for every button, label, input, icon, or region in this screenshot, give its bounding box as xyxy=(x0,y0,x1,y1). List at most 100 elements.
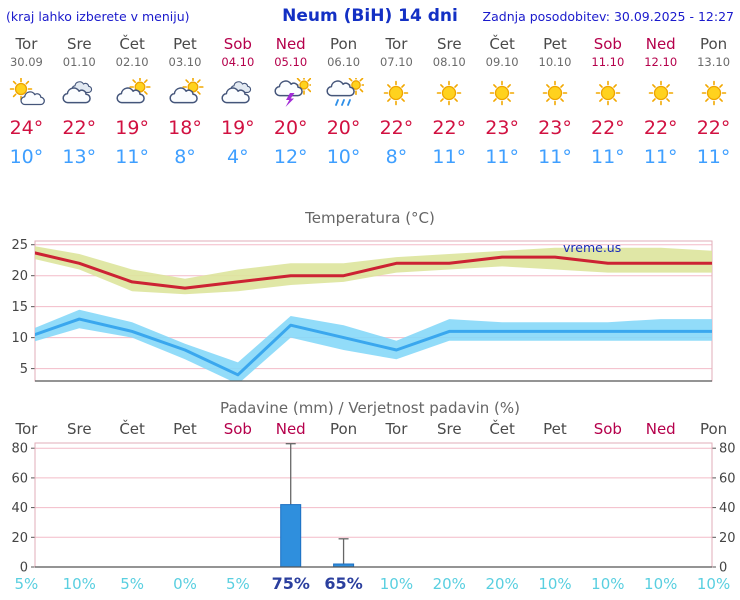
day-date: 11.10 xyxy=(591,55,625,69)
precip-probability: 10% xyxy=(644,575,678,593)
svg-text:25: 25 xyxy=(11,238,28,253)
svg-text:40: 40 xyxy=(719,501,736,516)
precip-day-labels-row: Tor Sre Čet Pet Sob Ned Pon Tor Sre Čet Pet Sob Ned P… xyxy=(0,419,740,439)
max-temperature: 20° xyxy=(326,117,361,139)
day-name: Sob xyxy=(593,35,622,53)
min-temperature: 11° xyxy=(591,146,625,168)
day-name: Sre xyxy=(436,35,462,53)
cloudy-icon xyxy=(211,78,264,108)
max-temperature: 23° xyxy=(485,117,519,139)
max-temperature: 22° xyxy=(696,117,731,139)
svg-text:20: 20 xyxy=(719,531,736,546)
day-column[interactable]: Pet 10.10 23° 11° xyxy=(529,34,582,169)
day-date: 05.10 xyxy=(274,55,308,69)
max-temperature: 18° xyxy=(168,117,202,139)
day-column[interactable]: Tor 30.09 24° 10° xyxy=(0,34,53,169)
max-temperature: 24° xyxy=(9,117,44,139)
precip-probability: 5% xyxy=(14,575,39,593)
day-column[interactable]: Ned 05.10 20° 12° xyxy=(264,34,317,169)
day-date: 30.09 xyxy=(9,55,43,69)
precip-bar xyxy=(280,504,302,568)
day-date: 13.10 xyxy=(697,55,731,69)
precip-probability: 10% xyxy=(591,575,625,593)
sunny-icon xyxy=(687,78,740,108)
min-temperature: 10° xyxy=(9,146,44,168)
vreme-watermark-link[interactable]: vreme.us xyxy=(563,240,621,255)
precip-day-label: Tor xyxy=(15,420,38,438)
min-temperature: 8° xyxy=(174,146,196,168)
precip-probability: 5% xyxy=(225,575,250,593)
day-name: Tor xyxy=(385,35,408,53)
day-date: 03.10 xyxy=(168,55,202,69)
svg-text:40: 40 xyxy=(11,501,28,516)
day-column[interactable]: Ned 12.10 22° 11° xyxy=(634,34,687,169)
svg-text:60: 60 xyxy=(719,471,736,486)
svg-text:0: 0 xyxy=(719,561,727,574)
max-temperature: 19° xyxy=(221,117,255,139)
days-grid: Tor 30.09 24° 10° Sre 01.10 22° 13° Čet … xyxy=(0,34,740,169)
day-name: Ned xyxy=(645,35,676,53)
page-title: Neum (BiH) 14 dni xyxy=(282,6,458,26)
precip-day-label: Pet xyxy=(543,420,567,438)
precip-day-label: Sre xyxy=(436,420,462,438)
day-date: 12.10 xyxy=(644,55,678,69)
precip-probability: 20% xyxy=(485,575,519,593)
day-name: Čet xyxy=(119,35,145,53)
day-column[interactable]: Sre 08.10 22° 11° xyxy=(423,34,476,169)
day-column[interactable]: Čet 02.10 19° 11° xyxy=(106,34,159,169)
mostly-sunny-icon xyxy=(0,78,53,108)
min-temperature: 11° xyxy=(432,146,467,168)
day-column[interactable]: Sob 11.10 22° 11° xyxy=(581,34,634,169)
day-date: 01.10 xyxy=(62,55,96,69)
day-column[interactable]: Pon 13.10 22° 11° xyxy=(687,34,740,169)
precip-day-label: Tor xyxy=(385,420,408,438)
precipitation-chart-title: Padavine (mm) / Verjetnost padavin (%) xyxy=(220,399,520,417)
min-temperature: 13° xyxy=(62,146,97,168)
day-name: Pon xyxy=(699,35,728,53)
precip-probability: 0% xyxy=(173,575,197,593)
precip-probability: 10% xyxy=(62,575,96,593)
day-column[interactable]: Pet 03.10 18° 8° xyxy=(159,34,212,169)
sunny-icon xyxy=(423,78,476,108)
day-date: 08.10 xyxy=(432,55,466,69)
day-column[interactable]: Sob 04.10 19° 4° xyxy=(211,34,264,169)
precip-probability: 10% xyxy=(538,575,572,593)
day-date: 06.10 xyxy=(327,55,361,69)
precip-probability: 10% xyxy=(379,575,414,593)
day-column[interactable]: Sre 01.10 22° 13° xyxy=(53,34,106,169)
svg-text:10: 10 xyxy=(11,331,28,346)
precip-day-label: Čet xyxy=(119,420,145,438)
day-name: Pon xyxy=(329,35,358,53)
day-column[interactable]: Čet 09.10 23° 11° xyxy=(476,34,529,169)
day-name: Tor xyxy=(15,35,38,53)
max-temperature: 22° xyxy=(432,117,467,139)
precip-day-label: Pon xyxy=(699,420,728,438)
day-name: Čet xyxy=(489,35,515,53)
sunny-icon xyxy=(529,78,582,108)
svg-text:80: 80 xyxy=(11,442,28,457)
min-temperature: 11° xyxy=(643,146,678,168)
svg-text:5: 5 xyxy=(20,362,28,377)
day-column[interactable]: Pon 06.10 20° 10° xyxy=(317,34,370,169)
day-date: 07.10 xyxy=(379,55,413,69)
day-name: Ned xyxy=(275,35,306,53)
precipitation-chart: 0 0 20 20 40 40 60 60 80 80 xyxy=(0,439,740,576)
day-name: Pet xyxy=(543,35,567,53)
precip-day-label: Čet xyxy=(489,420,515,438)
day-name: Sre xyxy=(66,35,92,53)
min-temperature: 11° xyxy=(538,146,572,168)
precip-day-label: Pet xyxy=(173,420,197,438)
precip-probability: 5% xyxy=(120,575,145,593)
svg-text:15: 15 xyxy=(11,300,28,315)
day-date: 09.10 xyxy=(485,55,519,69)
min-temperature: 11° xyxy=(696,146,731,168)
cloudy-icon xyxy=(53,78,106,108)
precip-probability: 65% xyxy=(324,574,363,593)
day-column[interactable]: Tor 07.10 22° 8° xyxy=(370,34,423,169)
temperature-chart: 5 10 15 20 25 vreme.us xyxy=(0,229,740,393)
day-date: 10.10 xyxy=(538,55,572,69)
menu-hint: (kraj lahko izberete v meniju) xyxy=(6,9,190,24)
day-date: 02.10 xyxy=(115,55,149,69)
temperature-chart-title: Temperatura (°C) xyxy=(305,209,435,227)
